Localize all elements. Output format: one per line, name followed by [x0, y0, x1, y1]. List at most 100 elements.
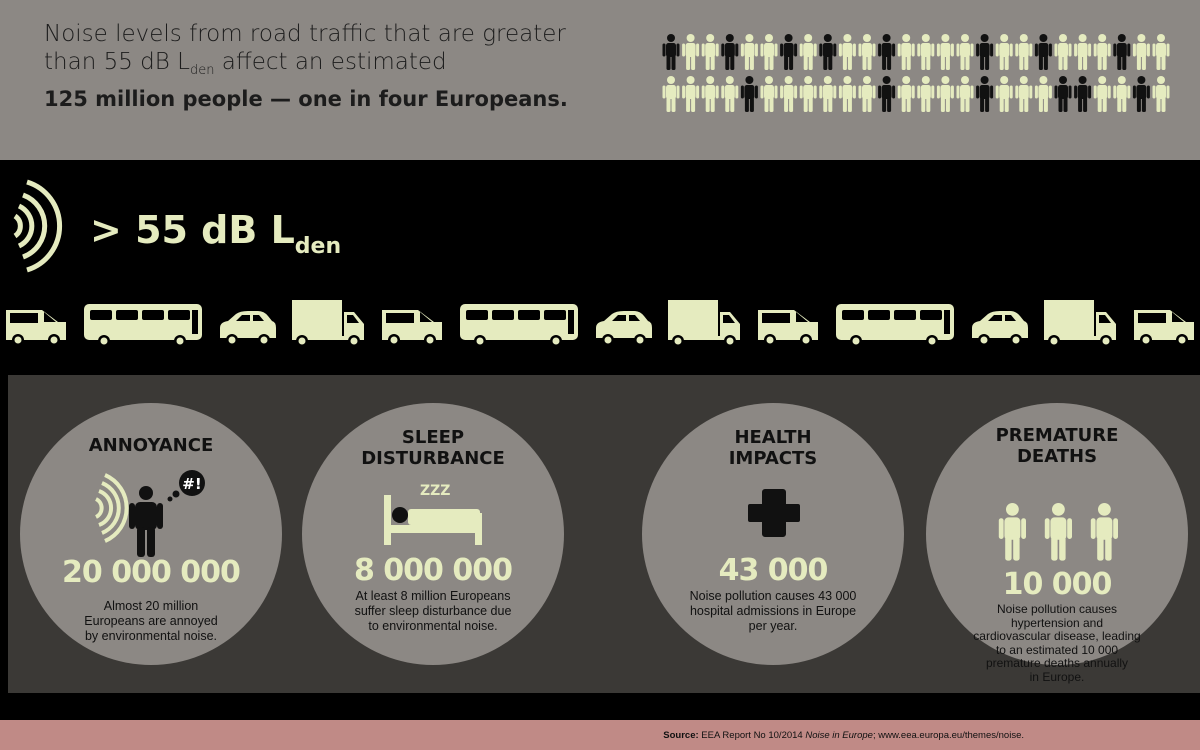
impact-description: Noise pollution causes 43 000 hospital a… [642, 589, 904, 634]
person-icon [995, 34, 1013, 70]
impact-title: ANNOYANCE [20, 435, 282, 456]
people-grid-svg [662, 34, 1170, 112]
headline-line-3: 125 million people — one in four Europea… [44, 87, 568, 111]
person-icon-affected [819, 34, 837, 70]
impact-title-line: DISTURBANCE [361, 448, 505, 469]
impact-title-line: DEATHS [1016, 446, 1098, 467]
person-icon [917, 76, 935, 112]
impact-title-line: PREMATURE [995, 425, 1119, 446]
person-icon [1015, 76, 1033, 112]
impact-title: PREMATURE DEATHS [926, 425, 1188, 467]
person-icon [1044, 503, 1072, 561]
impact-title-line: ANNOYANCE [88, 435, 214, 456]
person-icon [936, 76, 954, 112]
person-icon [799, 34, 817, 70]
impact-title: SLEEP DISTURBANCE [302, 427, 564, 469]
person-icon [998, 503, 1026, 561]
impact-desc-line: Noise pollution causes [996, 602, 1118, 616]
person-icon [1152, 76, 1170, 112]
impact-number: 20 000 000 [62, 555, 241, 590]
van-icon [1134, 310, 1194, 346]
truck-icon [668, 300, 740, 347]
source-url: ; www.eea.europa.eu/themes/noise. [872, 730, 1024, 741]
header-band: Noise levels from road traffic that are … [0, 0, 1200, 160]
annoyed-person-icon: #! [94, 470, 205, 557]
impacts-panel: ANNOYANCE #! 20 000 000 [8, 375, 1200, 693]
person-icon [1093, 76, 1111, 112]
impact-description: At least 8 million Europeans suffer slee… [302, 589, 564, 634]
person-icon [838, 34, 856, 70]
impact-number: 8 000 000 [353, 553, 513, 588]
person-icon [701, 34, 719, 70]
person-icon [897, 76, 915, 112]
person-icon [1015, 34, 1033, 70]
person-icon [1090, 503, 1118, 561]
impact-desc-line: hospital admissions in Europe [689, 604, 857, 618]
impact-desc-line: Noise pollution causes 43 000 [689, 589, 857, 603]
person-icon-affected [1132, 76, 1150, 112]
headline-line-2-post: affect an estimated [214, 49, 447, 75]
person-icon [1093, 34, 1111, 70]
source-citation: Source: EEA Report No 10/2014 Noise in E… [663, 730, 1024, 741]
source-text: EEA Report No 10/2014 [698, 730, 806, 741]
car-icon [972, 311, 1028, 346]
impact-desc-line: by environmental noise. [84, 629, 218, 643]
truck-icon [1044, 300, 1116, 347]
person-icon [936, 34, 954, 70]
person-icon-affected [976, 76, 994, 112]
three-people-icon [998, 503, 1118, 561]
impact-title-line: IMPACTS [728, 448, 818, 469]
person-icon [1034, 76, 1052, 112]
impact-circle-health: HEALTH IMPACTS 43 000 Noise pollution ca… [642, 403, 904, 665]
impact-desc-line: per year. [748, 619, 798, 633]
impact-desc-line: to an estimated 10 000 [995, 642, 1119, 657]
person-icon [956, 76, 974, 112]
person-icon [760, 34, 778, 70]
zzz-text: ZZZ [420, 483, 450, 499]
person-icon [838, 76, 856, 112]
person-icon [1074, 34, 1092, 70]
source-label: Source: [663, 730, 699, 741]
impact-desc-line: to environmental noise. [368, 619, 498, 633]
person-icon [799, 76, 817, 112]
people-grid [662, 34, 1182, 116]
impact-desc-line: Almost 20 million [103, 599, 199, 613]
person-icon [1152, 34, 1170, 70]
person-icon [1132, 34, 1150, 70]
van-icon [6, 310, 66, 346]
impact-desc-line: Europeans are annoyed [84, 614, 218, 628]
bed-icon: ZZZ [384, 483, 482, 545]
impact-circle-annoyance: ANNOYANCE #! 20 000 000 [20, 403, 282, 665]
person-icon-affected [780, 34, 798, 70]
impact-circle-deaths: PREMATURE DEATHS 10 000 Noise pollution … [926, 403, 1188, 683]
impact-desc-line: premature deaths annually [985, 656, 1129, 670]
threshold-label: > 55 dB Lden [90, 208, 341, 259]
headline-line-1: Noise levels from road traffic that are … [44, 21, 566, 47]
person-icon [858, 34, 876, 70]
impact-desc-line: hypertension and [1010, 615, 1104, 630]
bus-icon [460, 304, 578, 347]
impact-title-line: HEALTH [734, 427, 812, 448]
person-icon-affected [740, 76, 758, 112]
person-icon-affected [721, 34, 739, 70]
person-icon-affected [1074, 76, 1092, 112]
speech-bubble-text: #! [182, 475, 201, 493]
headline-subscript: den [189, 63, 215, 78]
person-icon-affected [662, 34, 680, 70]
person-icon [819, 76, 837, 112]
impact-desc-line: suffer sleep disturbance due [354, 604, 512, 618]
impact-circle-sleep: SLEEP DISTURBANCE ZZZ 8 000 000 At least… [302, 403, 564, 665]
person-icon-affected [878, 34, 896, 70]
bus-icon [84, 304, 202, 347]
headline-line-2-pre: than 55 dB L [44, 49, 190, 75]
headline: Noise levels from road traffic that are … [44, 20, 568, 113]
person-icon [701, 76, 719, 112]
person-icon [995, 76, 1013, 112]
impact-number: 43 000 [718, 553, 829, 588]
person-icon [682, 34, 700, 70]
bus-icon [836, 304, 954, 347]
vehicle-row [6, 300, 1194, 347]
person-icon [917, 34, 935, 70]
impact-desc-line: in Europe. [1029, 669, 1085, 684]
person-icon-affected [1113, 34, 1131, 70]
